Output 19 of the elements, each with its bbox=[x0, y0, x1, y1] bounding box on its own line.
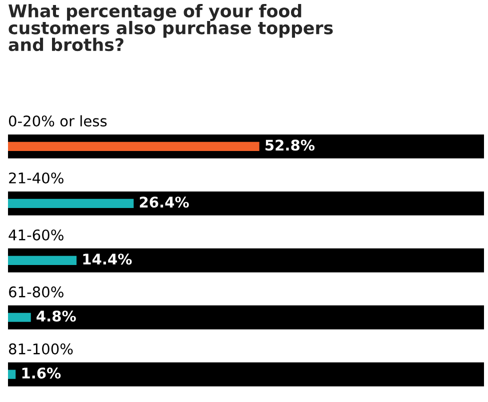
data-label: 4.8% bbox=[36, 310, 76, 322]
bar bbox=[8, 362, 484, 386]
y-tick-label: 41-60% bbox=[8, 229, 64, 240]
y-tick-label: 21-40% bbox=[9, 172, 64, 184]
y-tick-label: 81-100% bbox=[8, 343, 73, 354]
data-label: 1.6% bbox=[22, 368, 61, 379]
chart-title: What percentage of your food customers also purchase toppers and broths? bbox=[8, 4, 333, 52]
data-label: 14.4% bbox=[83, 254, 132, 265]
bar bbox=[8, 142, 260, 151]
bar bbox=[8, 305, 484, 330]
y-tick-label: 0-20% or less bbox=[8, 115, 107, 127]
bar bbox=[8, 248, 484, 272]
data-label: 52.8% bbox=[266, 140, 315, 151]
bar bbox=[8, 256, 77, 265]
bar bbox=[8, 370, 16, 379]
data-label: 26.4% bbox=[140, 196, 189, 208]
bar bbox=[8, 312, 31, 322]
y-tick-label: 61-80% bbox=[9, 286, 64, 298]
bar bbox=[8, 198, 134, 208]
